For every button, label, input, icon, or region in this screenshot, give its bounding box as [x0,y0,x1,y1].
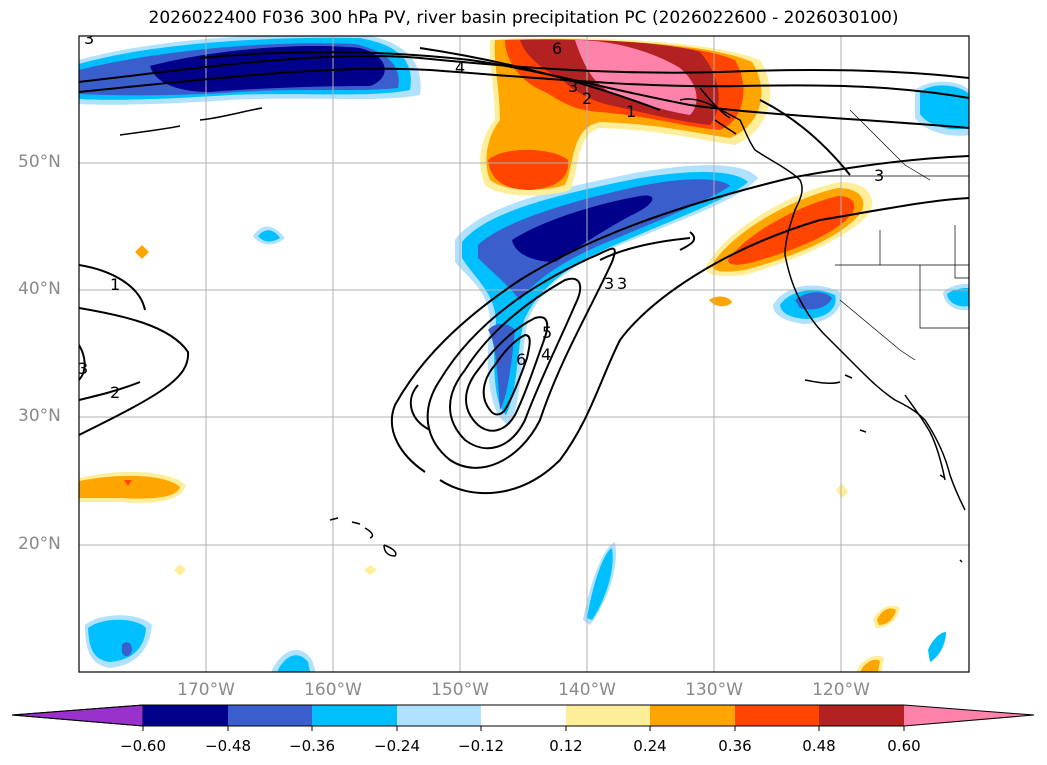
colorbar-swatch [819,705,904,726]
pv-contours [79,47,969,495]
coastlines [119,87,966,563]
colorbar-tick-label: 0.12 [549,737,583,755]
lon-label: 150°W [431,680,489,700]
contour-label: 3 [604,274,614,293]
map-title: 2026022400 F036 300 hPa PV, river basin … [148,8,899,28]
colorbar-tick-label: 0.60 [887,737,921,755]
lon-label: 160°W [304,680,362,700]
contour-label: 3 [617,274,627,293]
colorbar-extend-low [11,704,144,727]
colorbar-tick-label: −0.60 [120,737,166,755]
map-frame [78,35,970,673]
colorbar-tick-label: 0.48 [802,737,836,755]
colorbar-swatch [650,705,735,726]
colorbar-tick-label: −0.24 [374,737,420,755]
lon-label: 170°W [177,680,235,700]
lon-label: 140°W [558,680,616,700]
colorbar-swatch [735,705,819,726]
contour-label: 2 [582,89,592,108]
political-borders [800,109,969,361]
contour-label: 1 [626,102,636,121]
colorbar [11,704,1035,731]
graticule [79,36,969,672]
colorbar-swatch [143,705,228,726]
lat-label: 20°N [18,534,61,554]
contour-label: 4 [455,58,465,77]
colorbar-tick-label: −0.48 [205,737,251,755]
lon-label: 130°W [685,680,743,700]
contour-label: 4 [541,345,551,364]
map-area: 6 3 2 1 4 3 3 1 3 2 3 6 5 4 3 [78,29,969,672]
colorbar-swatch [481,705,566,726]
colorbar-swatch [228,705,312,726]
lat-label: 50°N [18,152,61,172]
contour-label: 3 [874,166,884,185]
contour-label: 6 [516,350,526,369]
colorbar-tick-label: 0.36 [718,737,752,755]
colorbar-swatch [312,705,397,726]
colorbar-tick-label: −0.36 [289,737,335,755]
contour-label: 1 [110,275,120,294]
contour-label: 3 [84,29,94,48]
contour-label: 3 [78,359,88,378]
contour-label: 5 [542,323,552,342]
colorbar-extend-high [904,705,1034,726]
colorbar-tick-label: 0.24 [633,737,667,755]
contour-label: 6 [552,39,562,58]
contour-label: 3 [568,77,578,96]
contour-labels: 6 3 2 1 4 3 3 1 3 2 3 6 5 4 3 [78,29,884,402]
lat-label: 40°N [18,279,61,299]
contour-label: 2 [110,383,120,402]
colorbar-swatch [397,705,481,726]
lon-label: 120°W [812,680,870,700]
lat-label: 30°N [18,406,61,426]
colorbar-swatch [566,705,650,726]
colorbar-tick-label: −0.12 [458,737,504,755]
